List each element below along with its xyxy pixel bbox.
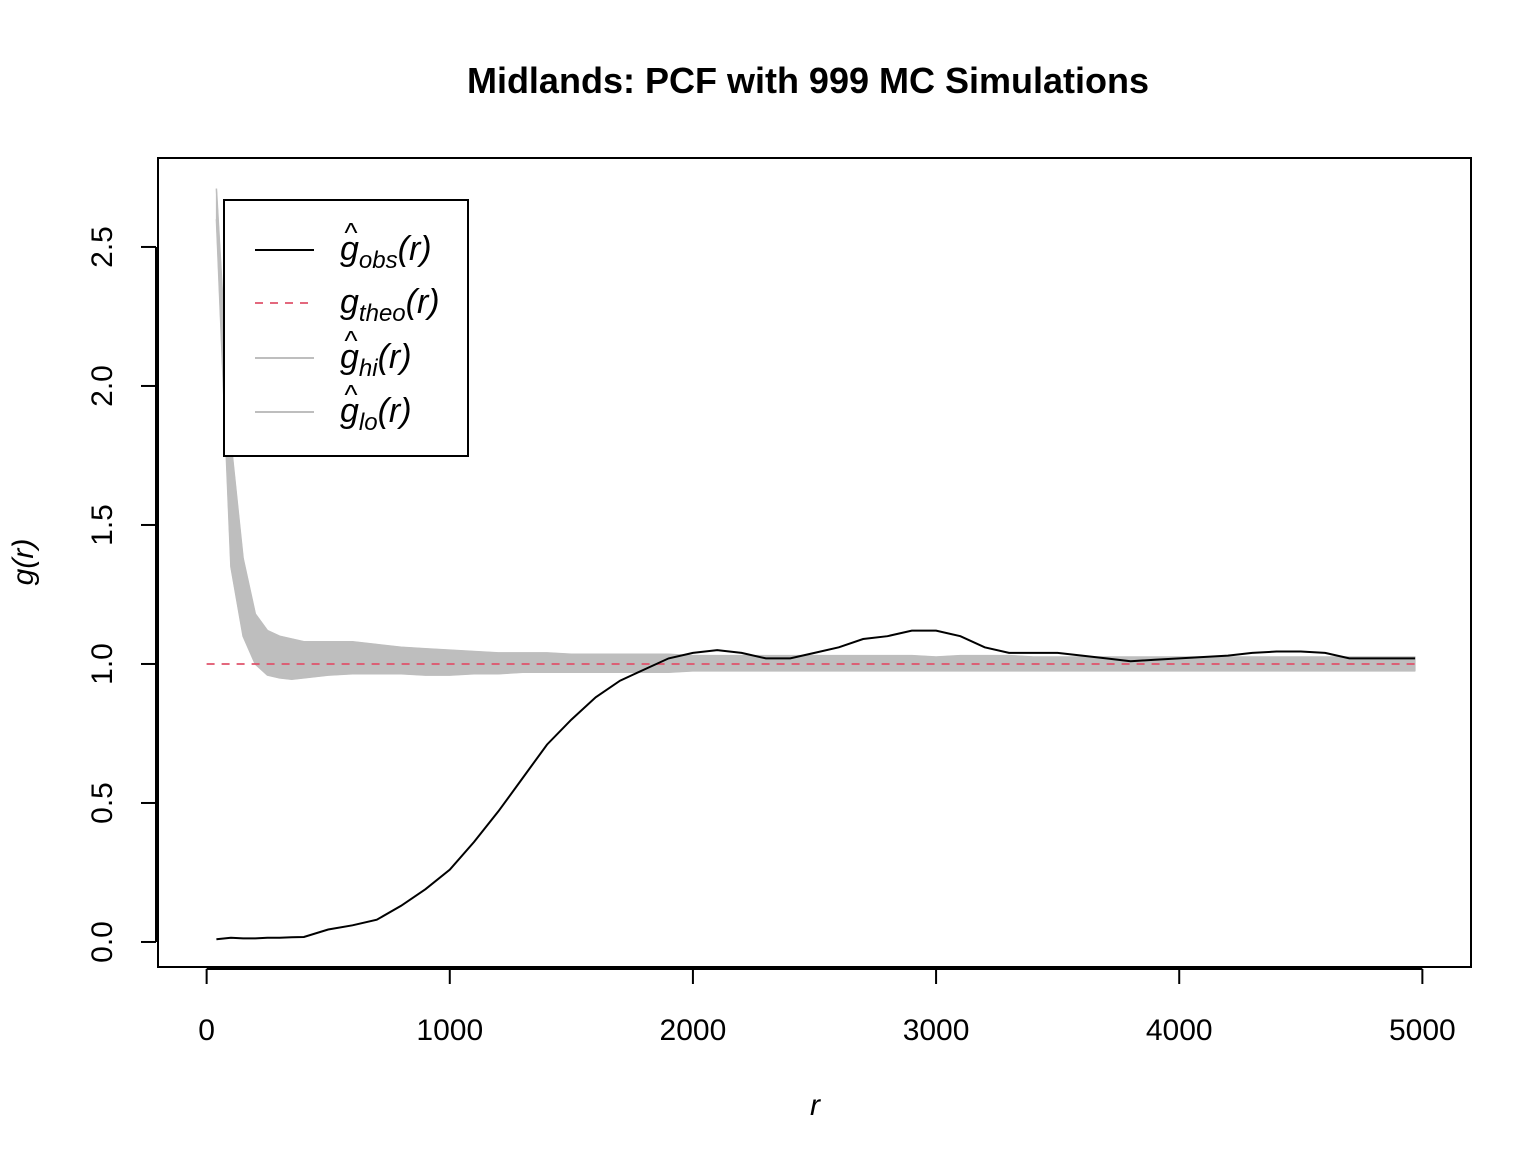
- x-tick-label: 3000: [903, 1014, 970, 1047]
- y-axis: 0.0 0.5 1.0 1.5 2.0 2.5: [86, 226, 157, 963]
- y-axis-label-arg: (r): [7, 539, 40, 569]
- y-axis-label-main: g: [7, 568, 40, 585]
- x-tick-label: 2000: [660, 1014, 727, 1047]
- legend-hat: ^: [344, 217, 358, 248]
- chart-title: Midlands: PCF with 999 MC Simulations: [467, 60, 1149, 101]
- y-tick-label: 1.5: [86, 504, 119, 546]
- legend-box: [223, 199, 469, 457]
- x-tick-label: 0: [198, 1014, 215, 1047]
- y-tick-label: 1.0: [86, 643, 119, 685]
- series-lo-line: [215, 219, 1416, 681]
- y-tick-label: 2.0: [86, 365, 119, 407]
- series-obs-line: [216, 629, 1416, 941]
- legend-item-lo: glo(r)^: [255, 379, 412, 436]
- x-tick-label: 1000: [416, 1014, 483, 1047]
- legend-label: ghi(r): [340, 338, 412, 382]
- x-tick-label: 5000: [1389, 1014, 1456, 1047]
- plot-area: [206, 188, 1416, 941]
- x-axis-label: r: [810, 1089, 821, 1122]
- legend-hat: ^: [344, 325, 358, 356]
- plot-frame: [157, 157, 1472, 968]
- legend-hat: ^: [344, 379, 358, 410]
- y-tick-label: 0.0: [86, 921, 119, 963]
- legend: gobs(r)^gtheo(r)ghi(r)^glo(r)^: [223, 199, 469, 457]
- legend-label: glo(r): [340, 392, 412, 436]
- y-tick-label: 2.5: [86, 226, 119, 268]
- y-tick-label: 0.5: [86, 782, 119, 824]
- legend-item-hi: ghi(r)^: [255, 325, 412, 382]
- legend-label: gtheo(r): [340, 283, 440, 327]
- legend-label: gobs(r): [340, 230, 432, 274]
- legend-item-theo: gtheo(r): [255, 283, 440, 327]
- legend-item-obs: gobs(r)^: [255, 217, 432, 274]
- svg-text:g(r): g(r): [7, 539, 40, 586]
- x-tick-label: 4000: [1146, 1014, 1213, 1047]
- x-axis: 0 1000 2000 3000 4000 5000: [198, 968, 1456, 1047]
- y-axis-label: g(r): [7, 539, 40, 586]
